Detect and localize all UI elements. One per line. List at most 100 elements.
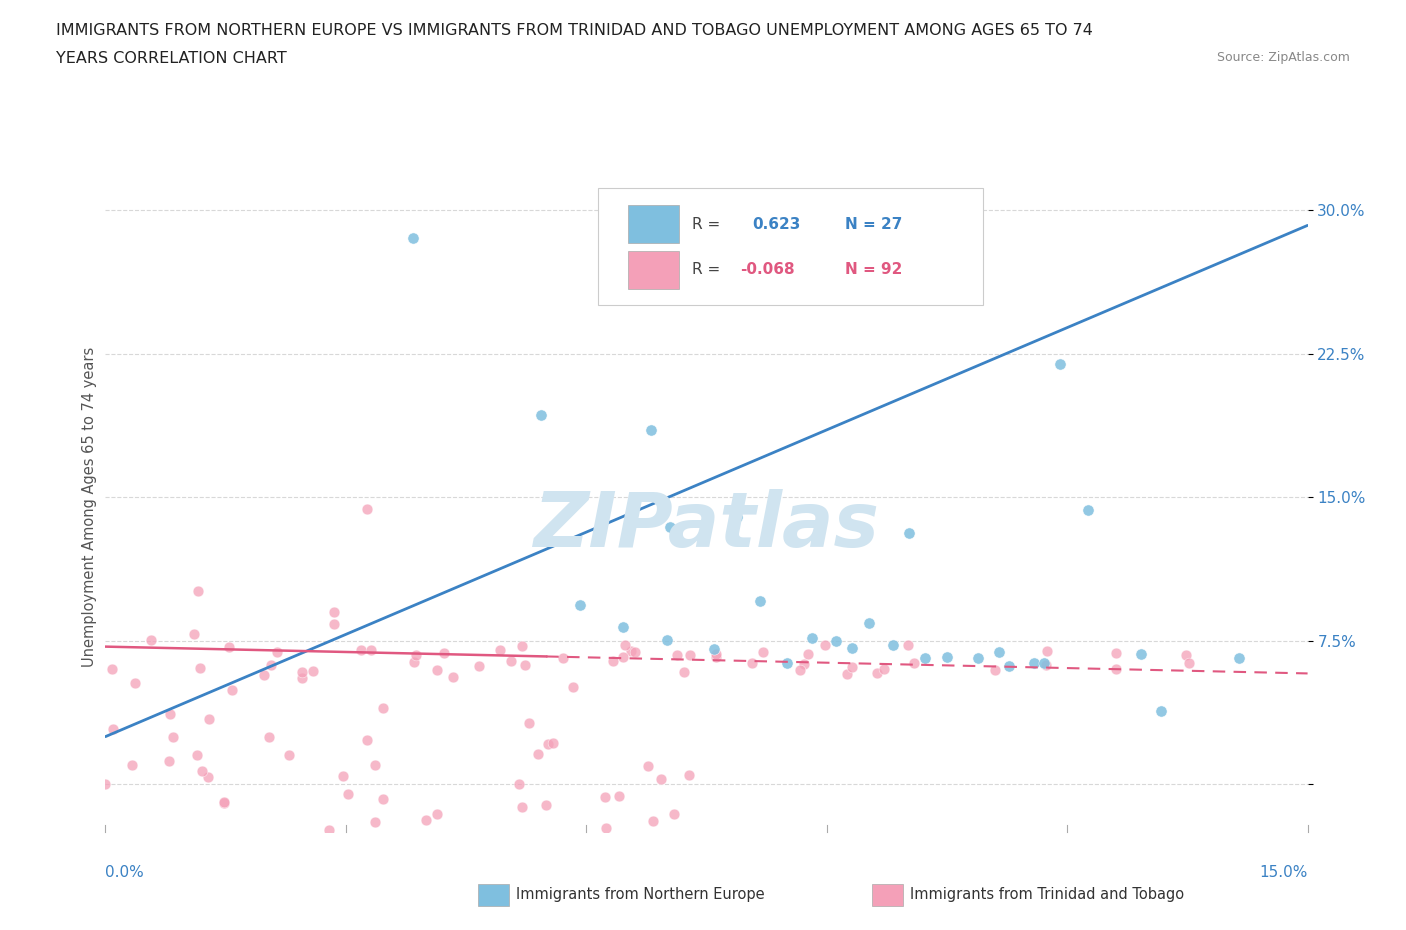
Point	[499, 654, 522, 669]
Point	[291, 665, 314, 680]
Point	[841, 659, 863, 674]
Point	[1077, 503, 1099, 518]
Point	[214, 796, 236, 811]
Point	[643, 814, 665, 829]
Point	[966, 650, 988, 665]
Point	[620, 644, 643, 658]
Point	[1175, 648, 1198, 663]
Y-axis label: Unemployment Among Ages 65 to 74 years: Unemployment Among Ages 65 to 74 years	[82, 347, 97, 667]
Point	[569, 597, 592, 612]
Point	[1049, 357, 1071, 372]
Point	[278, 747, 301, 762]
Point	[121, 758, 143, 773]
Point	[1036, 644, 1059, 659]
Point	[332, 768, 354, 783]
Point	[371, 792, 394, 807]
FancyBboxPatch shape	[628, 251, 679, 289]
Point	[1033, 656, 1056, 671]
Point	[679, 648, 702, 663]
Point	[364, 814, 387, 829]
Point	[360, 643, 382, 658]
Point	[650, 771, 672, 786]
Point	[101, 722, 124, 737]
Point	[371, 700, 394, 715]
Point	[998, 658, 1021, 673]
Point	[903, 655, 925, 670]
Point	[752, 644, 775, 659]
Point	[725, 510, 748, 525]
Point	[159, 707, 181, 722]
Point	[318, 822, 340, 837]
Text: ZIPatlas: ZIPatlas	[533, 489, 880, 564]
Point	[402, 655, 425, 670]
Point	[873, 661, 896, 676]
Text: -0.068: -0.068	[740, 262, 794, 277]
Point	[302, 664, 325, 679]
Point	[218, 639, 240, 654]
Point	[513, 658, 536, 672]
Point	[94, 777, 117, 791]
Point	[364, 757, 387, 772]
Point	[637, 759, 659, 774]
Point	[612, 619, 634, 634]
Point	[936, 649, 959, 664]
Point	[800, 631, 823, 645]
Point	[101, 662, 124, 677]
Point	[426, 662, 449, 677]
Point	[793, 657, 815, 671]
Point	[897, 638, 920, 653]
Point	[659, 519, 682, 534]
Point	[426, 806, 449, 821]
Text: IMMIGRANTS FROM NORTHERN EUROPE VS IMMIGRANTS FROM TRINIDAD AND TOBAGO UNEMPLOYM: IMMIGRANTS FROM NORTHERN EUROPE VS IMMIG…	[56, 23, 1092, 38]
FancyBboxPatch shape	[599, 188, 983, 305]
Point	[1105, 645, 1128, 660]
Point	[983, 663, 1005, 678]
Point	[595, 821, 617, 836]
Point	[291, 671, 314, 685]
Point	[188, 660, 211, 675]
Point	[82, 761, 104, 776]
Point	[187, 584, 209, 599]
Point	[673, 665, 696, 680]
Point	[593, 790, 616, 804]
Point	[553, 651, 575, 666]
Point	[1177, 656, 1199, 671]
Point	[678, 767, 700, 782]
Point	[665, 647, 688, 662]
Text: R =: R =	[692, 262, 720, 277]
Point	[898, 525, 921, 540]
Point	[212, 794, 235, 809]
Point	[157, 753, 180, 768]
Text: 0.0%: 0.0%	[105, 865, 145, 880]
Point	[356, 501, 378, 516]
Point	[415, 813, 437, 828]
Point	[776, 655, 799, 670]
Point	[433, 645, 456, 660]
Point	[1035, 658, 1057, 672]
Point	[657, 632, 679, 647]
Point	[139, 632, 162, 647]
Point	[221, 683, 243, 698]
Point	[704, 649, 727, 664]
Text: 0.623: 0.623	[752, 217, 800, 232]
Text: 15.0%: 15.0%	[1260, 865, 1308, 880]
Point	[703, 642, 725, 657]
Text: Immigrants from Trinidad and Tobago: Immigrants from Trinidad and Tobago	[910, 887, 1184, 902]
Point	[510, 639, 533, 654]
Text: Source: ZipAtlas.com: Source: ZipAtlas.com	[1216, 51, 1350, 64]
Point	[197, 769, 219, 784]
Point	[1024, 656, 1046, 671]
Point	[441, 670, 464, 684]
Point	[612, 650, 634, 665]
Text: YEARS CORRELATION CHART: YEARS CORRELATION CHART	[56, 51, 287, 66]
Point	[704, 646, 727, 661]
Text: N = 27: N = 27	[845, 217, 903, 232]
Point	[489, 643, 512, 658]
Point	[356, 733, 378, 748]
Point	[841, 641, 863, 656]
Point	[405, 647, 427, 662]
Point	[183, 626, 205, 641]
Point	[402, 231, 425, 246]
Point	[882, 638, 904, 653]
Point	[124, 676, 146, 691]
